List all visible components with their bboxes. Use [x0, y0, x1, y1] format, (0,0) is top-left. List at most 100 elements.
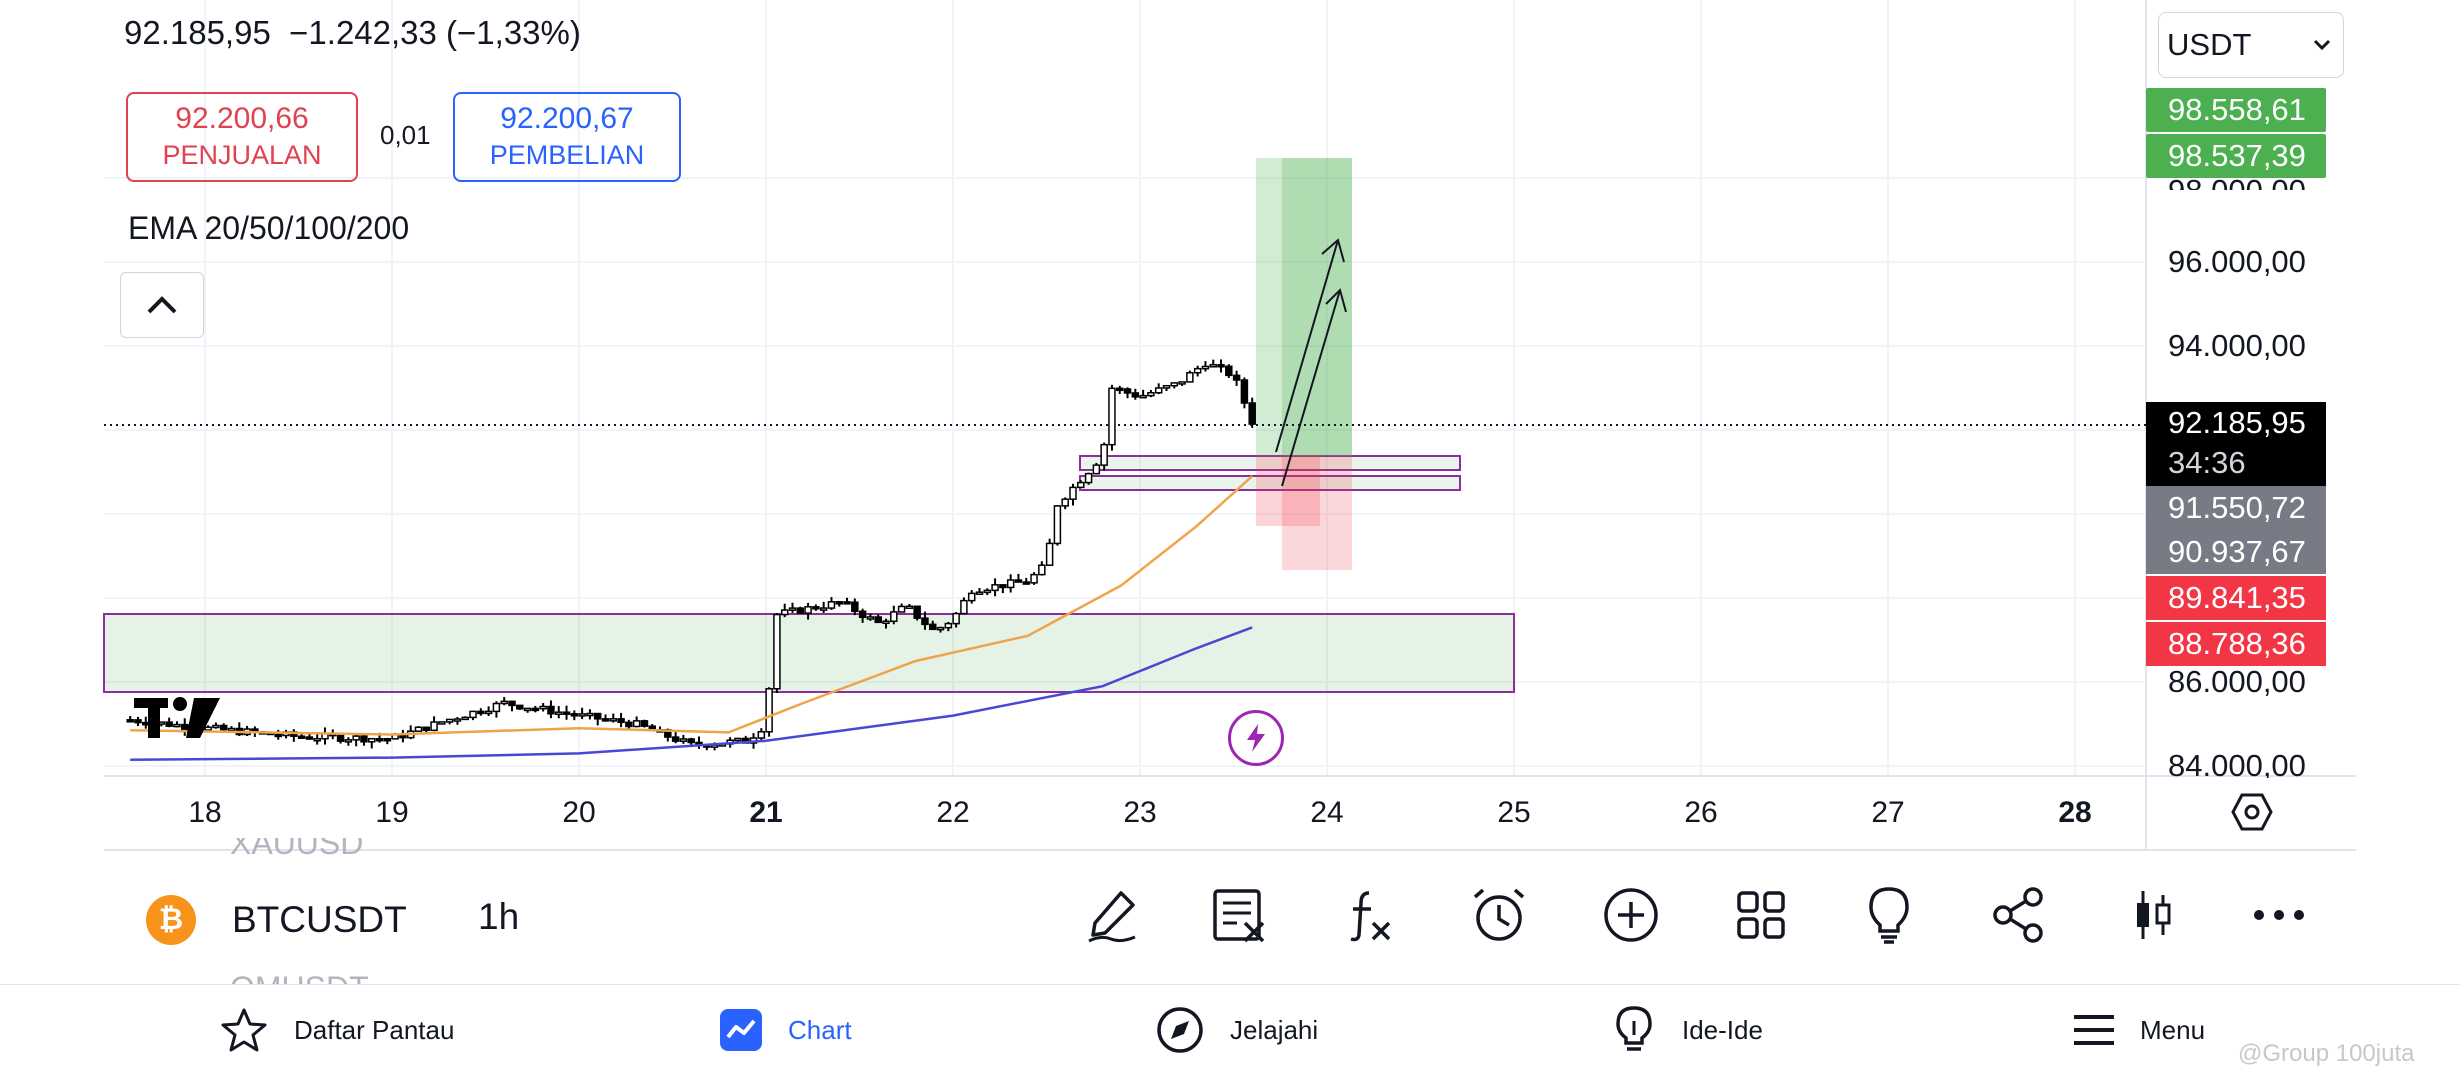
- alarm-icon[interactable]: [1464, 880, 1534, 950]
- candle-body: [812, 606, 820, 610]
- chart-type-icon[interactable]: [2118, 880, 2188, 950]
- nav-ideas-label: Ide-Ide: [1682, 1014, 1763, 1045]
- buy-button[interactable]: 92.200,67 PEMBELIAN: [453, 92, 681, 182]
- candle-body: [679, 738, 688, 742]
- candle-body: [578, 713, 586, 717]
- prev-symbol: XAUUSD: [230, 838, 364, 861]
- nav-menu-label: Menu: [2140, 1014, 2206, 1045]
- date-label: 19: [375, 796, 409, 829]
- candle-body: [1022, 581, 1030, 585]
- bitcoin-icon: ₿: [146, 895, 196, 945]
- candle-body: [414, 726, 423, 732]
- nav-menu[interactable]: Menu: [2074, 1000, 2205, 1060]
- candle-body: [500, 700, 508, 705]
- candle-body: [905, 605, 914, 610]
- candle-body: [422, 726, 431, 732]
- candle-body: [882, 620, 890, 624]
- share-icon[interactable]: [1984, 880, 2054, 950]
- candle-body: [593, 712, 602, 720]
- candle-body: [765, 688, 773, 733]
- interval-selector[interactable]: 1h: [478, 896, 520, 937]
- candle-body: [305, 736, 314, 740]
- candle-body: [1084, 472, 1093, 484]
- candle-body: [858, 610, 867, 619]
- indicator-label[interactable]: EMA 20/50/100/200: [128, 210, 410, 246]
- candle-body: [516, 704, 524, 710]
- candle-body: [492, 702, 501, 713]
- candle-body: [960, 599, 968, 615]
- ema-line-orange: [130, 475, 1254, 736]
- candle-body: [1045, 542, 1054, 566]
- price-change: −1.242,33 (−1,33%): [289, 14, 581, 51]
- symbol-selector[interactable]: ₿ BTCUSDT: [146, 892, 407, 948]
- candle-body: [531, 707, 540, 712]
- projection-arrow-head-1: [1321, 238, 1345, 263]
- nav-watchlist[interactable]: Daftar Pantau: [220, 1000, 454, 1060]
- candle-body: [1069, 486, 1077, 500]
- add-icon[interactable]: [1596, 880, 1666, 950]
- candle-body: [204, 726, 212, 731]
- candle-body: [819, 607, 828, 611]
- compass-icon: [1157, 1007, 1203, 1053]
- candle-body: [367, 737, 376, 743]
- demand-zone: [103, 613, 1515, 693]
- sell-price: 92.200,66: [175, 102, 309, 135]
- header-price-info: 92.185,95 −1.242,33 (−1,33%): [124, 14, 581, 52]
- star-icon: [221, 1008, 267, 1052]
- candle-body: [601, 718, 610, 722]
- candle-body: [212, 724, 220, 729]
- date-label: 22: [936, 796, 970, 829]
- candle-body: [928, 623, 937, 631]
- candle-body: [173, 723, 181, 728]
- candle-body: [336, 734, 345, 742]
- symbol-name: BTCUSDT: [232, 899, 407, 940]
- candle-body: [219, 724, 228, 731]
- candle-body: [983, 589, 992, 594]
- candle-body: [165, 721, 173, 727]
- bottom-nav-divider: [0, 984, 2460, 985]
- candle-body: [523, 707, 532, 712]
- clear-drawings-icon[interactable]: [1204, 880, 1274, 950]
- ema-line-blue: [130, 626, 1253, 761]
- candle-body: [921, 617, 929, 626]
- indicators-icon[interactable]: [1334, 880, 1404, 950]
- nav-chart[interactable]: Chart: [720, 1000, 852, 1060]
- candle-body: [609, 718, 618, 722]
- candle-body: [1139, 394, 1147, 399]
- candle-body: [757, 731, 766, 739]
- candle-body: [1217, 364, 1225, 368]
- sell-button[interactable]: 92.200,66 PENJUALAN: [126, 92, 358, 182]
- ideas-icon[interactable]: [1854, 880, 1924, 950]
- nav-chart-label: Chart: [788, 1014, 852, 1045]
- candle-body: [297, 735, 306, 739]
- candle-body: [827, 601, 836, 609]
- date-label: 21: [749, 796, 783, 829]
- candle-body: [1115, 387, 1124, 392]
- candle-body: [1100, 443, 1108, 466]
- layouts-icon[interactable]: [1726, 880, 1796, 950]
- candle-body: [1053, 505, 1062, 545]
- candle-body: [1154, 387, 1163, 394]
- pen-icon[interactable]: [1078, 880, 1148, 950]
- candle-body: [445, 718, 454, 723]
- quick-trade-button[interactable]: [1228, 710, 1284, 766]
- nav-ideas[interactable]: Ide-Ide: [1612, 1000, 1763, 1060]
- collapse-button[interactable]: [120, 272, 204, 338]
- currency-select[interactable]: USDT: [2158, 12, 2344, 78]
- candle-body: [453, 718, 462, 722]
- candle-body: [1092, 464, 1101, 475]
- sl-tag-2: 88.788,36: [2146, 622, 2326, 666]
- price-axis-label: 86.000,00: [2168, 664, 2306, 699]
- candle-body: [632, 720, 641, 728]
- sl-tag-1: 89.841,35: [2146, 576, 2326, 620]
- chart-settings-button[interactable]: [2226, 788, 2278, 836]
- price-axis-label: 96.000,00: [2168, 244, 2306, 279]
- nav-explore[interactable]: Jelajahi: [1156, 1000, 1318, 1060]
- watermark: @Group 100juta: [2238, 1040, 2415, 1067]
- candle-body: [1038, 564, 1046, 576]
- candle-body: [352, 735, 360, 741]
- date-label: 27: [1871, 796, 1905, 829]
- candle-body: [967, 592, 976, 602]
- more-icon[interactable]: [2244, 880, 2314, 950]
